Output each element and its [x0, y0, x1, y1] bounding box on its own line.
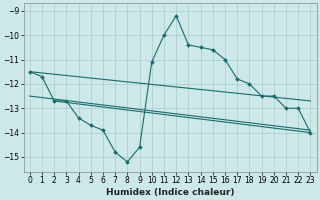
- X-axis label: Humidex (Indice chaleur): Humidex (Indice chaleur): [106, 188, 234, 197]
